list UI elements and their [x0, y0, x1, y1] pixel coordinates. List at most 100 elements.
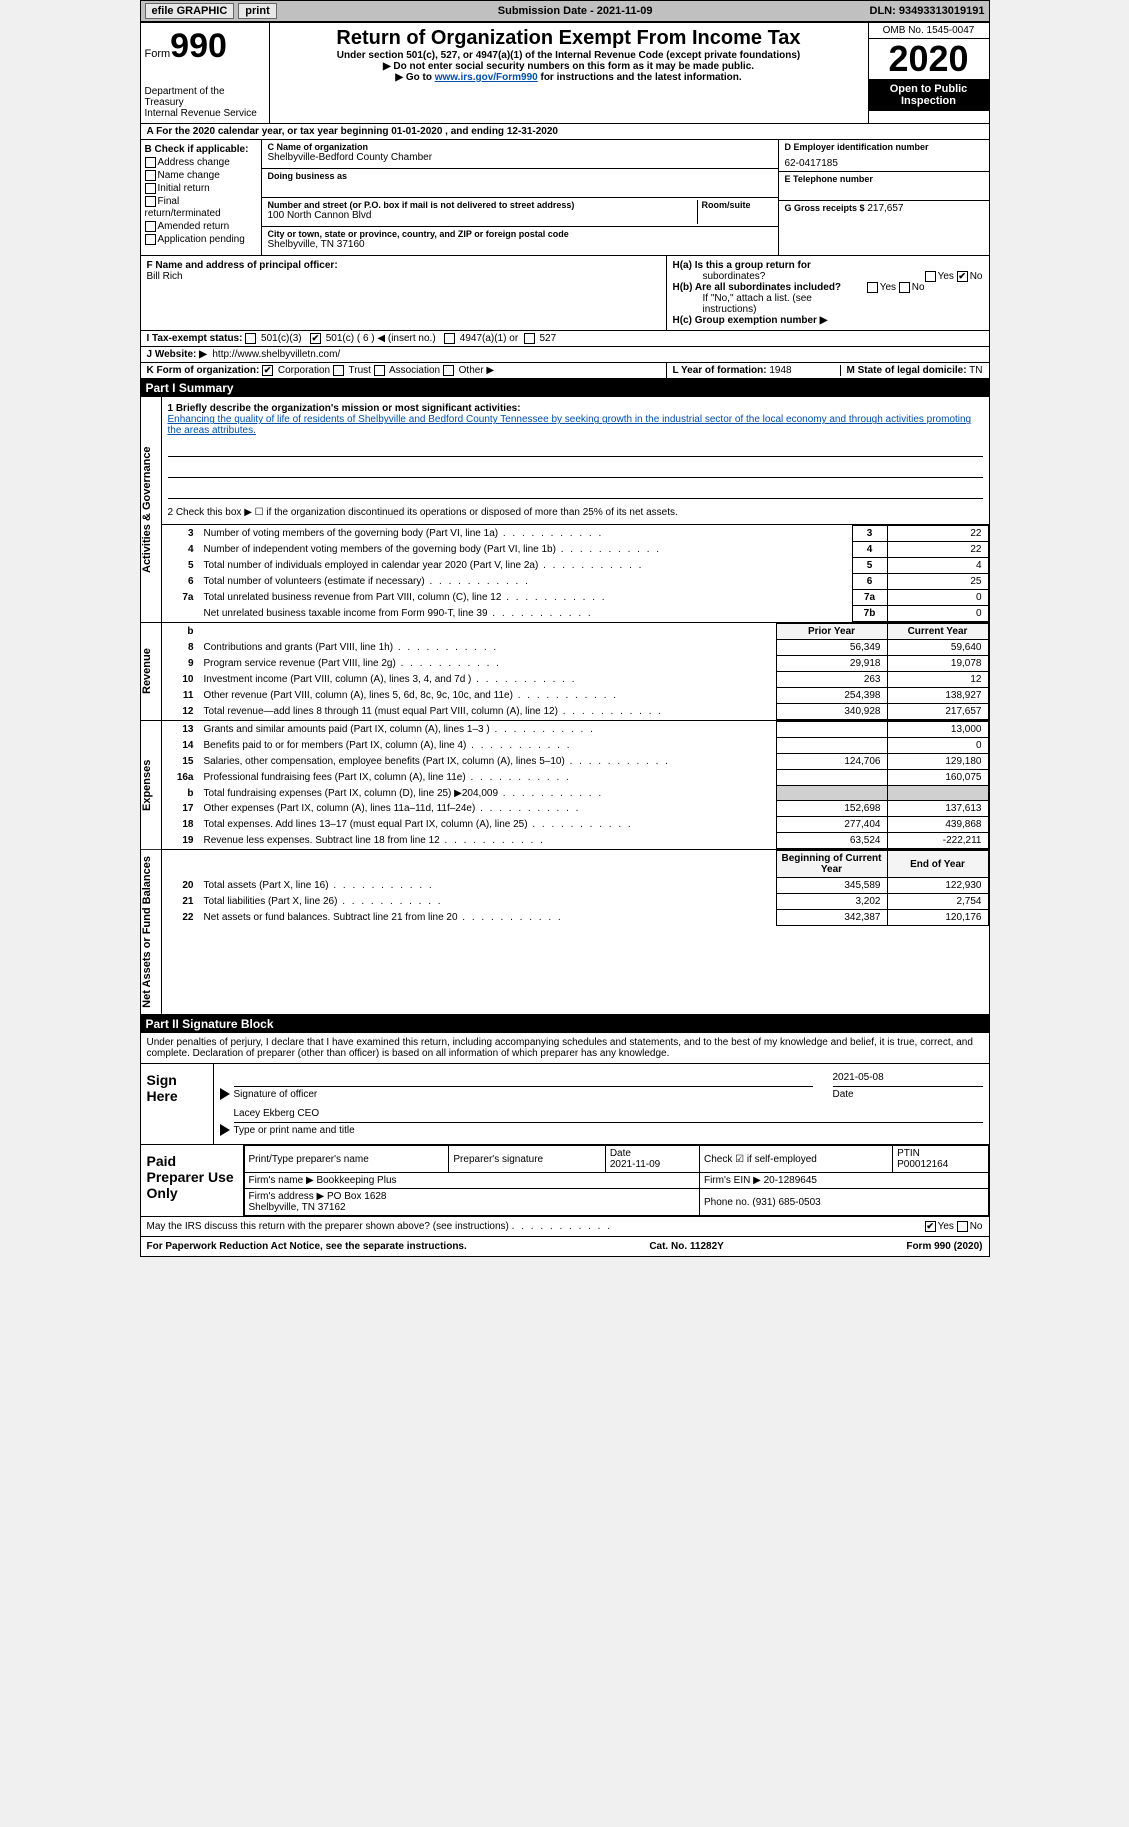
- current-year-header: Current Year: [887, 624, 988, 640]
- signature-block: Under penalties of perjury, I declare th…: [140, 1033, 990, 1145]
- checkbox-application-pending[interactable]: [145, 234, 156, 245]
- subtitle-2: ▶ Do not enter social security numbers o…: [274, 61, 864, 72]
- form-title: Return of Organization Exempt From Incom…: [274, 27, 864, 50]
- paperwork-notice: For Paperwork Reduction Act Notice, see …: [147, 1241, 467, 1252]
- city-label: City or town, state or province, country…: [268, 229, 772, 239]
- form-footer: Form 990 (2020): [906, 1241, 982, 1252]
- expenses-side-label: Expenses: [141, 721, 162, 849]
- signature-arrow-icon: [220, 1124, 230, 1136]
- org-name-label: C Name of organization: [268, 142, 772, 152]
- address: 100 North Cannon Blvd: [268, 210, 697, 221]
- print-button[interactable]: print: [238, 3, 276, 19]
- irs-discuss-row: May the IRS discuss this return with the…: [140, 1217, 990, 1237]
- 4947-checkbox[interactable]: [444, 333, 455, 344]
- sig-date: 2021-05-08: [833, 1072, 983, 1087]
- dept-treasury: Department of the Treasury Internal Reve…: [145, 86, 265, 119]
- ptin: P00012164: [897, 1159, 948, 1170]
- governance-table: 3Number of voting members of the governi…: [162, 525, 989, 622]
- hb-yes-checkbox[interactable]: [867, 282, 878, 293]
- governance-section: Activities & Governance 1 Briefly descri…: [140, 397, 990, 623]
- topbar: efile GRAPHIC print Submission Date - 20…: [140, 0, 990, 22]
- form-990-page: efile GRAPHIC print Submission Date - 20…: [140, 0, 990, 1257]
- year-formation: 1948: [769, 365, 791, 376]
- expenses-section: Expenses 13Grants and similar amounts pa…: [140, 721, 990, 850]
- prior-year-header: Prior Year: [776, 624, 887, 640]
- 527-checkbox[interactable]: [524, 333, 535, 344]
- form-number: 990: [170, 27, 227, 65]
- ein: 62-0417185: [785, 158, 983, 169]
- net-assets-section: Net Assets or Fund Balances Beginning of…: [140, 850, 990, 1015]
- checkbox-amended-return[interactable]: [145, 221, 156, 232]
- tax-year: 2020: [869, 39, 989, 79]
- hc-label: H(c) Group exemption number ▶: [673, 315, 828, 326]
- firm-ein: 20-1289645: [764, 1175, 817, 1186]
- open-inspection: Open to Public Inspection: [869, 79, 989, 111]
- governance-side-label: Activities & Governance: [141, 397, 162, 622]
- firm-phone: (931) 685-0503: [752, 1197, 820, 1208]
- 501c-checkbox[interactable]: [310, 333, 321, 344]
- gross-receipts: 217,657: [867, 203, 903, 214]
- 501c3-checkbox[interactable]: [245, 333, 256, 344]
- section-b: B Check if applicable: Address change Na…: [141, 140, 262, 255]
- ha-yes-checkbox[interactable]: [925, 271, 936, 282]
- efile-label: efile GRAPHIC: [145, 3, 235, 19]
- officer-name: Bill Rich: [147, 271, 183, 282]
- submission-date: Submission Date - 2021-11-09: [281, 5, 870, 17]
- form-box: Form990 Department of the Treasury Inter…: [141, 23, 270, 123]
- part1-header: Part I Summary: [140, 379, 990, 397]
- section-b-g: B Check if applicable: Address change Na…: [140, 140, 990, 256]
- preparer-date: 2021-11-09: [610, 1159, 660, 1170]
- line2-text: 2 Check this box ▶ ☐ if the organization…: [168, 507, 983, 518]
- section-i-j-k: I Tax-exempt status: 501(c)(3) 501(c) ( …: [140, 331, 990, 379]
- discuss-yes-checkbox[interactable]: [925, 1221, 936, 1232]
- revenue-section: Revenue b Prior Year Current Year 8Contr…: [140, 623, 990, 721]
- title-box: Return of Organization Exempt From Incom…: [270, 23, 868, 123]
- assoc-checkbox[interactable]: [374, 365, 385, 376]
- trust-checkbox[interactable]: [333, 365, 344, 376]
- section-c: C Name of organization Shelbyville-Bedfo…: [262, 140, 779, 255]
- officer-typed-name: Lacey Ekberg CEO: [234, 1108, 983, 1123]
- website[interactable]: http://www.shelbyvilletn.com/: [212, 349, 340, 360]
- discuss-no-checkbox[interactable]: [957, 1221, 968, 1232]
- revenue-table: b Prior Year Current Year 8Contributions…: [162, 623, 989, 720]
- org-name: Shelbyville-Bedford County Chamber: [268, 152, 772, 163]
- firm-name: Bookkeeping Plus: [316, 1175, 396, 1186]
- gross-receipts-label: G Gross receipts $: [785, 203, 865, 213]
- dba-label: Doing business as: [268, 171, 772, 181]
- cat-number: Cat. No. 11282Y: [649, 1241, 723, 1252]
- sign-here-label: Sign Here: [141, 1064, 214, 1144]
- checkbox-final-return[interactable]: [145, 196, 156, 207]
- mission-text: Enhancing the quality of life of residen…: [168, 414, 983, 436]
- form-header: Form990 Department of the Treasury Inter…: [140, 22, 990, 124]
- net-assets-table: Beginning of Current Year End of Year 20…: [162, 850, 989, 926]
- ein-label: D Employer identification number: [785, 142, 983, 152]
- domicile-state: TN: [969, 365, 982, 376]
- checkbox-address-change[interactable]: [145, 157, 156, 168]
- section-d-e-g: D Employer identification number 62-0417…: [779, 140, 989, 255]
- subtitle-3: ▶ Go to www.irs.gov/Form990 for instruct…: [274, 72, 864, 83]
- revenue-side-label: Revenue: [141, 623, 162, 720]
- other-checkbox[interactable]: [443, 365, 454, 376]
- paid-preparer-label: Paid Preparer Use Only: [141, 1145, 244, 1216]
- ha-no-checkbox[interactable]: [957, 271, 968, 282]
- expenses-table: 13Grants and similar amounts paid (Part …: [162, 721, 989, 849]
- hb-no-checkbox[interactable]: [899, 282, 910, 293]
- year-box: OMB No. 1545-0047 2020 Open to Public In…: [868, 23, 989, 123]
- end-year-header: End of Year: [887, 851, 988, 878]
- perjury-declaration: Under penalties of perjury, I declare th…: [141, 1033, 989, 1063]
- room-label: Room/suite: [702, 200, 772, 210]
- irs-link[interactable]: www.irs.gov/Form990: [435, 72, 538, 83]
- beginning-year-header: Beginning of Current Year: [776, 851, 887, 878]
- checkbox-name-change[interactable]: [145, 170, 156, 181]
- subtitle-1: Under section 501(c), 527, or 4947(a)(1)…: [274, 50, 864, 61]
- section-f-h: F Name and address of principal officer:…: [140, 256, 990, 331]
- dln: DLN: 93493313019191: [870, 5, 985, 17]
- address-label: Number and street (or P.O. box if mail i…: [268, 200, 697, 210]
- self-employed-check: Check ☑ if self-employed: [699, 1146, 892, 1173]
- corp-checkbox[interactable]: [262, 365, 273, 376]
- section-a: A For the 2020 calendar year, or tax yea…: [140, 124, 990, 140]
- omb-number: OMB No. 1545-0047: [869, 23, 989, 39]
- checkbox-initial-return[interactable]: [145, 183, 156, 194]
- form-label: Form: [145, 48, 171, 60]
- paid-preparer-block: Paid Preparer Use Only Print/Type prepar…: [140, 1145, 990, 1217]
